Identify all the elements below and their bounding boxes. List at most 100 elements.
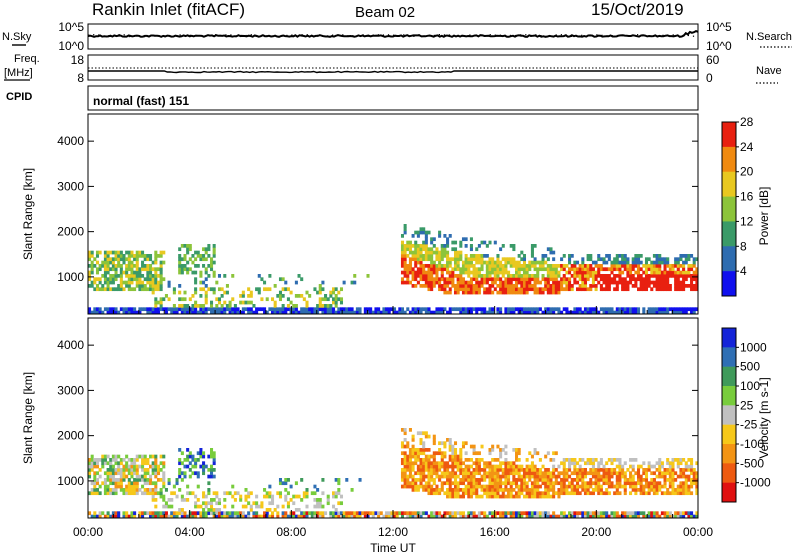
- heatmap-cell: [443, 511, 447, 516]
- colorbar-segment: [722, 424, 736, 445]
- heatmap-cell: [159, 468, 163, 472]
- heatmap-cell: [459, 494, 463, 499]
- heatmap-cell: [127, 458, 131, 462]
- heatmap-cell: [202, 280, 206, 285]
- heatmap-cell: [127, 250, 131, 255]
- heatmap-cell: [517, 277, 521, 282]
- heatmap-cell: [408, 451, 412, 456]
- heatmap-cell: [623, 257, 627, 262]
- heatmap-cell: [576, 484, 580, 489]
- colorbar-segment: [722, 246, 736, 272]
- heatmap-cell: [321, 310, 325, 315]
- heatmap-cell: [432, 310, 436, 315]
- heatmap-cell: [114, 514, 118, 519]
- heatmap-cell: [419, 227, 423, 232]
- heatmap-cell: [536, 267, 540, 272]
- heatmap-cell: [475, 461, 479, 466]
- heatmap-cell: [589, 274, 593, 278]
- heatmap-cell: [491, 464, 495, 469]
- heatmap-cell: [533, 287, 537, 292]
- heatmap-cell: [469, 471, 473, 476]
- heatmap-cell: [499, 474, 503, 479]
- heatmap-cell: [424, 234, 428, 238]
- heatmap-cell: [488, 310, 492, 315]
- heatmap-cell: [491, 514, 495, 519]
- heatmap-cell: [133, 307, 137, 312]
- heatmap-cell: [594, 260, 598, 265]
- heatmap-cell: [613, 491, 617, 496]
- heatmap-cell: [507, 290, 511, 295]
- heatmap-cell: [557, 494, 561, 499]
- heatmap-cell: [212, 474, 216, 479]
- heatmap-cell: [133, 468, 137, 472]
- heatmap-cell: [642, 514, 646, 519]
- heatmap-cell: [528, 287, 532, 292]
- heatmap-cell: [276, 294, 280, 298]
- heatmap-cell: [300, 478, 304, 482]
- heatmap-cell: [416, 431, 420, 436]
- heatmap-cell: [241, 511, 245, 516]
- heatmap-cell: [178, 468, 182, 472]
- heatmap-cell: [605, 284, 609, 288]
- heatmap-cell: [416, 478, 420, 482]
- heatmap-cell: [451, 511, 455, 516]
- heatmap-cell: [202, 304, 206, 308]
- heatmap-cell: [684, 270, 688, 275]
- heatmap-cell: [233, 491, 237, 496]
- heatmap-cell: [278, 277, 283, 282]
- heatmap-cell: [668, 264, 672, 268]
- freq-right-tick-top: 60: [706, 53, 720, 67]
- heatmap-cell: [668, 491, 672, 496]
- heatmap-cell: [522, 267, 527, 272]
- heatmap-cell: [159, 260, 163, 265]
- heatmap-cell: [660, 257, 664, 262]
- heatmap-cell: [472, 474, 476, 479]
- heatmap-cell: [674, 274, 678, 278]
- heatmap-cell: [236, 491, 240, 496]
- heatmap-cell: [618, 267, 622, 272]
- heatmap-cell: [522, 511, 527, 516]
- freq-series: [88, 70, 698, 74]
- heatmap-cell: [663, 270, 667, 275]
- heatmap-cell: [133, 471, 137, 476]
- heatmap-cell: [639, 274, 643, 278]
- heatmap-cell: [297, 294, 301, 298]
- heatmap-cell: [318, 498, 322, 502]
- heatmap-cell: [443, 234, 447, 238]
- heatmap-cell: [215, 491, 219, 496]
- heatmap-cell: [416, 280, 420, 285]
- heatmap-cell: [424, 237, 428, 242]
- heatmap-cell: [278, 481, 283, 486]
- heatmap-cell: [379, 310, 383, 315]
- heatmap-cell: [538, 491, 542, 496]
- heatmap-cell: [621, 260, 625, 265]
- heatmap-cell: [400, 451, 405, 456]
- heatmap-cell: [488, 484, 492, 489]
- heatmap-cell: [406, 511, 410, 516]
- heatmap-cell: [374, 307, 378, 312]
- heatmap-cell: [639, 267, 643, 272]
- noise-search-point: [484, 35, 486, 37]
- heatmap-cell: [594, 284, 598, 288]
- heatmap-cell: [109, 471, 113, 476]
- heatmap-cell: [560, 287, 564, 292]
- noise-search-point: [504, 34, 506, 36]
- heatmap-cell: [398, 307, 402, 312]
- heatmap-cell: [562, 267, 566, 272]
- heatmap-cell: [448, 464, 452, 469]
- heatmap-cell: [454, 488, 458, 492]
- heatmap-cell: [109, 481, 113, 486]
- heatmap-cell: [660, 284, 664, 288]
- heatmap-cell: [438, 474, 442, 479]
- heatmap-cell: [98, 307, 102, 312]
- heatmap-cell: [639, 284, 643, 288]
- heatmap-cell: [454, 474, 458, 479]
- heatmap-cell: [512, 274, 516, 278]
- heatmap-cell: [605, 491, 609, 496]
- heatmap-cell: [583, 461, 588, 466]
- heatmap-cell: [674, 478, 678, 482]
- heatmap-cell: [581, 270, 585, 275]
- heatmap-cell: [607, 481, 611, 486]
- heatmap-cell: [435, 511, 439, 516]
- heatmap-cell: [111, 474, 115, 479]
